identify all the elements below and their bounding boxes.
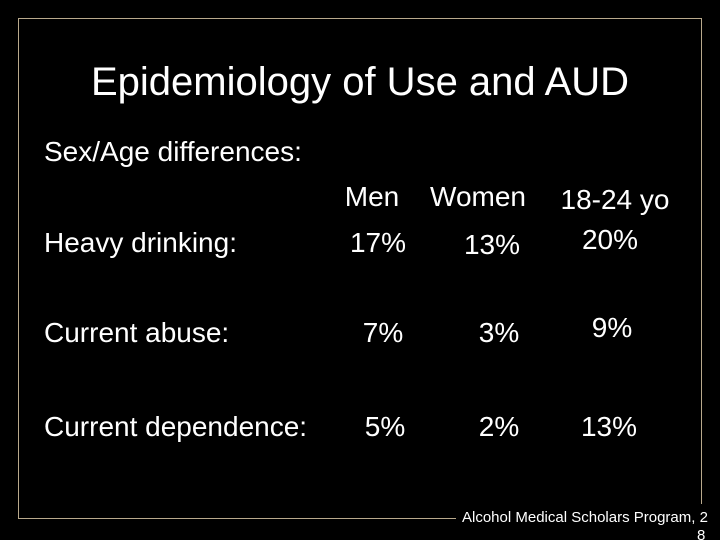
footer: 8	[697, 527, 706, 540]
frame-line	[18, 518, 456, 519]
column-header: 18-24 yo	[560, 184, 670, 215]
table-cell: 3%	[478, 317, 520, 348]
column-header: Men	[344, 181, 400, 212]
table-cell: 5%	[364, 411, 406, 442]
footer: Alcohol Medical Scholars Program, 2	[462, 509, 708, 526]
row-label: Current abuse:	[44, 317, 230, 348]
table-cell: 9%	[591, 312, 633, 343]
row-label: Heavy drinking:	[44, 227, 237, 258]
slide-title: Epidemiology of Use and AUD	[90, 60, 630, 104]
table-cell: 17%	[349, 227, 407, 258]
frame-line	[18, 18, 702, 19]
subtitle: Sex/Age differences:	[44, 136, 302, 167]
table-cell: 20%	[581, 224, 639, 255]
table-cell: 7%	[362, 317, 404, 348]
frame-line	[701, 18, 702, 504]
frame-line	[18, 18, 19, 519]
column-header: Women	[430, 181, 526, 212]
table-cell: 2%	[478, 411, 520, 442]
table-cell: 13%	[580, 411, 638, 442]
row-label: Current dependence:	[44, 411, 308, 442]
table-cell: 13%	[463, 229, 521, 260]
